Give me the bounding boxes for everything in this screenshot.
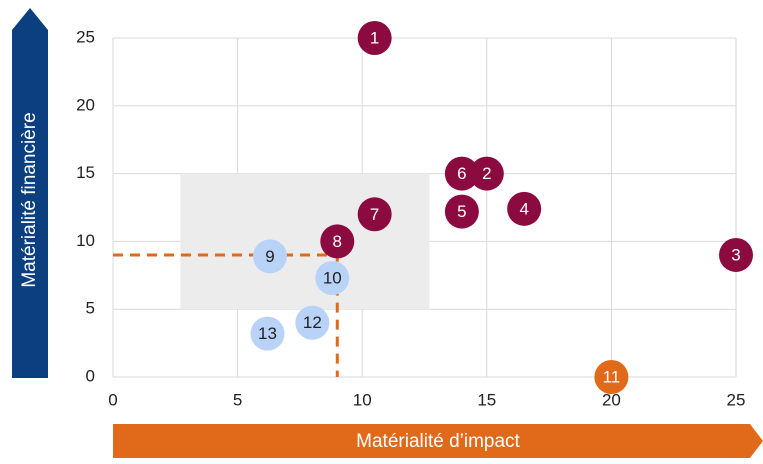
point xyxy=(594,360,629,394)
point xyxy=(320,224,355,259)
highlight-box xyxy=(180,173,430,310)
y-axis-banner xyxy=(12,8,48,378)
point-label: 7 xyxy=(370,205,379,224)
x-tick-label: 20 xyxy=(602,390,621,409)
point xyxy=(444,156,479,191)
y-tick-label: 20 xyxy=(76,95,95,114)
point-label: 6 xyxy=(457,164,466,183)
x-tick-label: 5 xyxy=(233,390,242,409)
point xyxy=(295,305,330,340)
point xyxy=(469,156,504,191)
y-tick-label: 5 xyxy=(86,299,95,318)
point-label: 1 xyxy=(370,28,379,47)
x-axis-title: Matérialité d’impact xyxy=(356,431,520,452)
x-axis-banner xyxy=(113,424,763,458)
point xyxy=(357,197,392,232)
point xyxy=(315,261,350,296)
x-tick-label: 25 xyxy=(727,390,746,409)
point-label: 4 xyxy=(519,199,528,218)
point-label: 5 xyxy=(457,202,466,221)
point xyxy=(719,237,753,272)
y-tick-label: 10 xyxy=(76,231,95,250)
point-label: 2 xyxy=(482,164,491,183)
point-label: 12 xyxy=(303,313,322,332)
point xyxy=(252,239,287,274)
point-label: 13 xyxy=(258,324,277,343)
point-label: 9 xyxy=(265,247,274,266)
x-tick-label: 10 xyxy=(353,390,372,409)
point xyxy=(357,21,392,55)
point xyxy=(250,316,285,351)
point xyxy=(444,194,479,229)
x-tick-label: 15 xyxy=(477,390,496,409)
point-label: 11 xyxy=(603,367,621,386)
point xyxy=(507,191,542,226)
y-tick-label: 25 xyxy=(76,27,95,46)
point-label: 3 xyxy=(731,245,740,264)
point-label: 8 xyxy=(333,232,342,251)
y-axis-title: Matérialité financière xyxy=(19,112,40,287)
point-label: 10 xyxy=(323,268,342,287)
x-tick-label: 0 xyxy=(108,390,117,409)
y-tick-label: 15 xyxy=(76,163,95,182)
y-tick-label: 0 xyxy=(86,366,95,385)
